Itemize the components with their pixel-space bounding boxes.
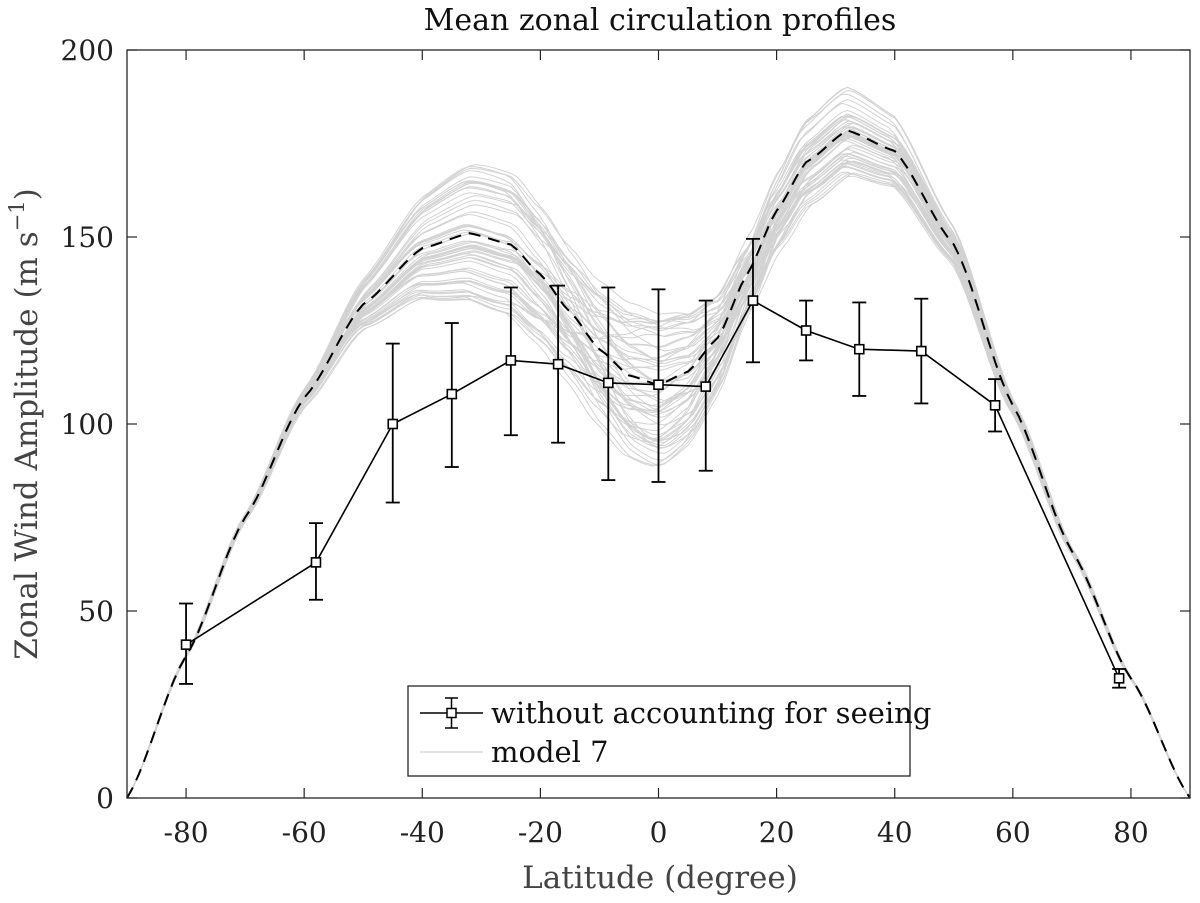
data-point-marker [446, 388, 458, 400]
y-tick-label: 100 [61, 408, 114, 441]
y-tick-label: 200 [61, 34, 114, 67]
data-point-marker [505, 355, 517, 366]
y-tick-label: 0 [96, 782, 114, 815]
data-point-marker [700, 381, 712, 392]
data-point-marker [1113, 673, 1125, 684]
x-tick-label: 80 [1113, 816, 1149, 849]
x-tick-label: -60 [282, 816, 327, 849]
y-axis-label-text: Zonal Wind Amplitude (m s [9, 231, 45, 660]
data-point-marker [310, 557, 322, 568]
data-point-marker [800, 325, 812, 336]
y-tick-label: 50 [78, 595, 114, 628]
x-tick-label: 60 [995, 816, 1031, 849]
data-point-marker [747, 295, 759, 306]
axis-ticks: -80 -60 -40 -20 0 20 40 60 80 0 50 100 150 200 [61, 34, 1190, 849]
data-point-marker [653, 379, 664, 391]
y-axis-label-exponent: −1 [5, 200, 29, 231]
x-axis-label: Latitude (degree) [522, 860, 798, 896]
y-tick-label: 150 [61, 221, 114, 254]
x-tick-label: -40 [400, 816, 445, 849]
data-point-marker [989, 399, 1001, 411]
data-point-marker [387, 418, 399, 430]
x-tick-label: 20 [759, 816, 795, 849]
chart-title: Mean zonal circulation profiles [424, 3, 897, 38]
x-tick-label: 40 [877, 816, 913, 849]
x-tick-label: 0 [650, 816, 668, 849]
data-point-marker [915, 345, 927, 357]
x-tick-label: -20 [518, 816, 563, 849]
y-axis-label: Zonal Wind Amplitude (m s−1) [5, 188, 45, 660]
observation-series [179, 237, 1127, 689]
data-point-marker [603, 377, 614, 389]
x-tick-label: -80 [164, 816, 209, 849]
data-point-marker [552, 358, 564, 370]
data-point-marker [853, 343, 865, 355]
y-axis-label-close: ) [9, 188, 45, 200]
legend-obs-label: without accounting for seeing [491, 696, 931, 730]
legend: without accounting for seeing model 7 [407, 685, 931, 777]
legend-model-label: model 7 [491, 735, 609, 769]
legend-obs-marker [446, 707, 457, 719]
data-point-marker [180, 639, 192, 650]
legend-box [407, 685, 911, 777]
